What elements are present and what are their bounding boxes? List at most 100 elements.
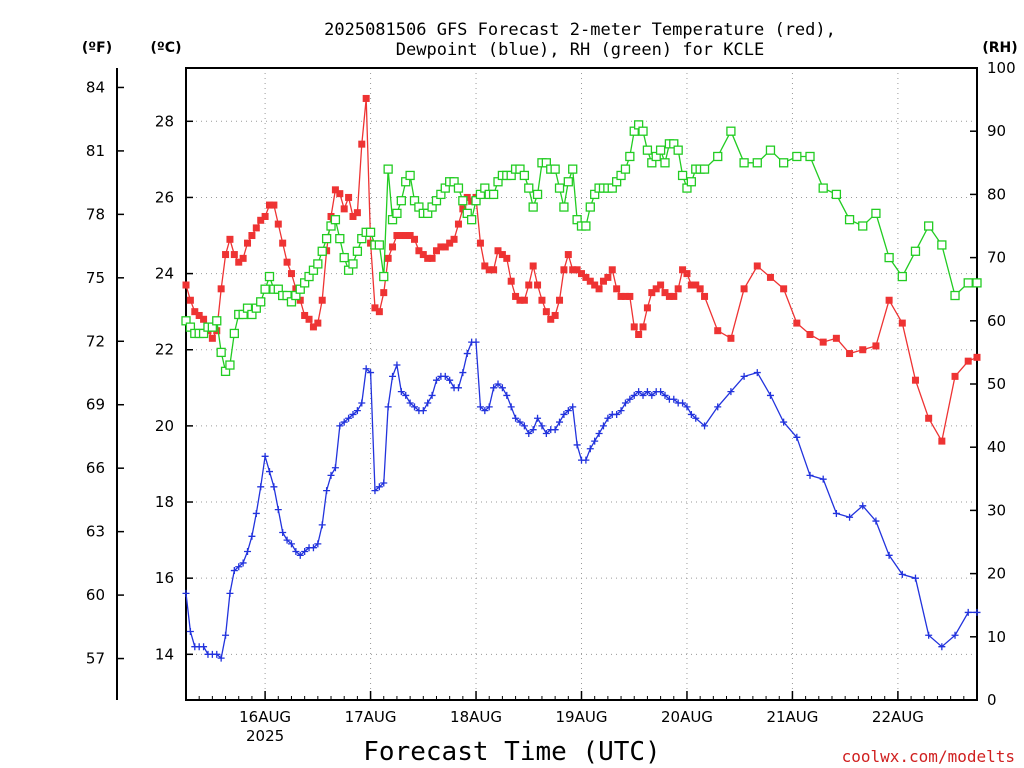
rh-point: [396, 196, 406, 206]
temperature-point: [617, 292, 625, 300]
temperature-point: [578, 270, 585, 278]
rh-point: [910, 246, 921, 256]
dewpoint-point: [213, 650, 221, 658]
rh-point: [950, 290, 960, 301]
dewpoint-point: [441, 372, 449, 380]
temperature-point: [415, 247, 423, 255]
celsius-tick-label: 20: [155, 417, 174, 435]
dewpoint-point: [529, 426, 537, 434]
x-tick-label: 22AUG: [872, 708, 924, 726]
fahrenheit-tick-label: 60: [86, 586, 105, 604]
rh-point: [563, 177, 573, 187]
dewpoint-point: [235, 563, 243, 571]
temperature-point: [564, 251, 572, 259]
temperature-point: [195, 311, 203, 319]
temperature-point: [384, 254, 392, 262]
temperature-point: [925, 414, 933, 422]
temperature-point: [516, 296, 524, 304]
rh-point: [642, 145, 653, 155]
dewpoint-point: [503, 391, 511, 399]
celsius-axis-unit: (ºC): [151, 40, 182, 56]
dewpoint-point: [371, 487, 379, 495]
dewpoint-point: [244, 548, 252, 556]
dewpoint-point: [327, 471, 335, 479]
temperature-point: [437, 243, 445, 251]
celsius-tick-label: 16: [155, 569, 174, 587]
dewpoint-point: [380, 479, 388, 487]
temperature-point: [665, 292, 673, 300]
dewpoint-point: [766, 391, 774, 399]
dewpoint-point: [463, 350, 471, 358]
rh-point: [581, 221, 591, 231]
dewpoint-point: [534, 414, 542, 422]
rh-point: [765, 145, 776, 155]
temperature-point: [604, 273, 612, 281]
dewpoint-point: [973, 608, 981, 616]
x-tick-label: 18AUG: [450, 708, 502, 726]
fahrenheit-tick-label: 72: [86, 332, 105, 350]
temperature-point: [397, 232, 405, 240]
temperature-point: [613, 285, 621, 293]
dewpoint-point: [367, 369, 375, 377]
rh-point: [383, 164, 393, 174]
dewpoint-point: [538, 422, 546, 430]
x-tick-label: 21AUG: [766, 708, 818, 726]
rh-point: [392, 208, 402, 219]
temperature-point: [591, 281, 599, 289]
dewpoint-point: [252, 509, 260, 517]
celsius-tick-label: 14: [155, 645, 174, 663]
temperature-point: [305, 315, 313, 323]
temperature-point: [911, 376, 919, 384]
temperature-point: [687, 281, 695, 289]
dewpoint-point: [389, 372, 397, 380]
temperature-point: [556, 296, 564, 304]
temperature-point: [582, 273, 590, 281]
dewpoint-point: [714, 403, 722, 411]
temperature-point: [235, 258, 243, 266]
rh-point: [660, 158, 670, 168]
dewpoint-point: [296, 551, 304, 559]
temperature-point: [586, 277, 594, 285]
dewpoint-point: [692, 414, 700, 422]
dewpoint-point: [292, 548, 300, 556]
temperature-point: [670, 292, 678, 300]
temperature-point: [819, 338, 827, 346]
celsius-tick-label: 22: [155, 341, 174, 359]
x-tick-label: 20AUG: [661, 708, 713, 726]
dewpoint-point: [331, 464, 339, 472]
dewpoint-point: [481, 407, 489, 415]
temperature-point: [257, 216, 265, 224]
rh-point: [212, 316, 222, 326]
dewpoint-point: [639, 391, 647, 399]
temperature-point: [652, 285, 660, 293]
rh-tick-label: 20: [987, 565, 1006, 583]
temperature-point: [727, 334, 735, 342]
temperature-point: [340, 205, 348, 213]
temperature-point: [643, 304, 651, 312]
dewpoint-point: [964, 608, 972, 616]
rh-point: [792, 151, 802, 162]
dewpoint-point: [270, 483, 278, 491]
dewpoint-point: [687, 410, 695, 418]
series-line-temperature: [185, 98, 978, 443]
dewpoint-point: [265, 468, 273, 476]
dewpoint-point: [222, 631, 230, 639]
dewpoint-point: [613, 410, 621, 418]
rh-point: [568, 164, 578, 174]
rh-point: [352, 246, 363, 256]
rh-point: [264, 271, 275, 282]
dewpoint-point: [635, 388, 643, 396]
temperature-point: [793, 319, 801, 327]
celsius-tick-label: 24: [155, 265, 174, 283]
temperature-point: [402, 232, 410, 240]
temperature-point: [424, 254, 432, 262]
temperature-point: [261, 212, 269, 220]
temperature-point: [674, 285, 682, 293]
rh-point: [739, 158, 749, 168]
dewpoint-point: [424, 399, 432, 407]
credit-link[interactable]: coolwx.com/modelts: [842, 747, 1015, 766]
fahrenheit-tick-label: 63: [86, 523, 105, 541]
dewpoint-point: [898, 570, 906, 578]
dewpoint-point: [454, 384, 462, 392]
rh-point: [458, 196, 468, 206]
